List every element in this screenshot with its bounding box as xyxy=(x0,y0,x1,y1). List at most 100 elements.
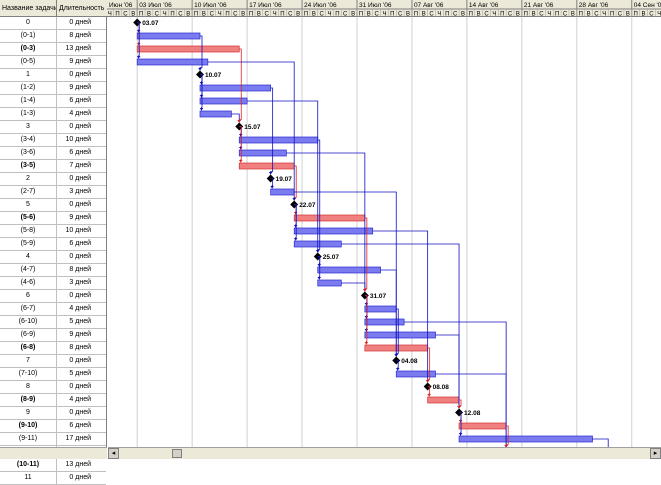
dependency-link xyxy=(435,334,460,409)
day-letter: С xyxy=(539,12,544,18)
table-row[interactable]: (10-11) 13 дней xyxy=(0,459,106,472)
link-arrowhead xyxy=(364,316,369,319)
milestone-date-label: 15.07 xyxy=(244,124,261,131)
table-row[interactable]: (0-5) 9 дней xyxy=(0,56,106,69)
week-label: 07 Авг '06 xyxy=(414,2,444,9)
task-duration-cell: 9 дней xyxy=(69,214,91,221)
week-label: 10 Июл '06 xyxy=(194,2,227,9)
table-row[interactable]: 5 0 дней xyxy=(0,199,106,212)
day-letter: П xyxy=(390,12,394,18)
chart-horizontal-scrollbar[interactable]: ◂ ▸ xyxy=(108,447,661,459)
task-name-cell: 5 xyxy=(0,199,57,212)
table-row[interactable]: 6 0 дней xyxy=(0,290,106,303)
table-row[interactable]: (9-10) 6 дней xyxy=(0,420,106,433)
link-arrowhead xyxy=(458,433,463,436)
task-name-cell: (3-5) xyxy=(0,160,57,173)
day-letter: В xyxy=(202,12,206,18)
task-name-cell: (1-4) xyxy=(0,95,57,108)
task-bar xyxy=(238,149,287,157)
table-row[interactable]: 7 0 дней xyxy=(0,355,106,368)
day-letter: Ч xyxy=(602,12,606,18)
link-arrowhead xyxy=(364,342,369,345)
task-duration-cell: 4 дней xyxy=(69,396,91,403)
table-row[interactable]: (8-9) 4 дней xyxy=(0,394,106,407)
task-name-cell: (1-3) xyxy=(0,108,57,121)
table-row[interactable]: (6-7) 4 дней xyxy=(0,303,106,316)
table-row[interactable]: (5-8) 10 дней xyxy=(0,225,106,238)
table-row[interactable]: (2-7) 3 дней xyxy=(0,186,106,199)
critical-task-bar xyxy=(427,396,460,404)
table-row[interactable]: 0 0 дней xyxy=(0,17,106,30)
table-row[interactable]: (3-5) 7 дней xyxy=(0,160,106,173)
table-row[interactable]: (1-2) 9 дней xyxy=(0,82,106,95)
table-row[interactable]: (5-6) 9 дней xyxy=(0,212,106,225)
day-letter: П xyxy=(280,12,284,18)
task-name-cell: (4-7) xyxy=(0,264,57,277)
table-row[interactable]: (3-4) 10 дней xyxy=(0,134,106,147)
task-duration-cell: 0 дней xyxy=(69,409,91,416)
table-row[interactable]: (3-6) 6 дней xyxy=(0,147,106,160)
table-row[interactable]: 2 0 дней xyxy=(0,173,106,186)
link-arrowhead xyxy=(317,264,322,267)
table-row[interactable]: 1 0 дней xyxy=(0,69,106,82)
column-header-duration[interactable]: Длительность xyxy=(57,0,107,17)
table-row[interactable]: (6-10) 5 дней xyxy=(0,316,106,329)
task-name-cell: 0 xyxy=(0,17,57,30)
table-row[interactable]: (5-9) 6 дней xyxy=(0,238,106,251)
table-row[interactable]: (9-11) 17 дней xyxy=(0,433,106,446)
task-bar xyxy=(199,110,232,118)
table-row[interactable]: (4-6) 3 дней xyxy=(0,277,106,290)
task-bar xyxy=(199,84,272,92)
task-bar xyxy=(270,188,295,196)
link-arrowhead xyxy=(293,225,298,228)
day-letter: П xyxy=(610,12,614,18)
dependency-link xyxy=(341,282,366,292)
table-row[interactable]: 8 0 дней xyxy=(0,381,106,394)
task-name-cell: (2-7) xyxy=(0,186,57,199)
task-duration-cell: 13 дней xyxy=(65,45,91,52)
table-row[interactable]: (0-1) 8 дней xyxy=(0,30,106,43)
critical-task-bar xyxy=(458,422,507,430)
scroll-right-arrow-icon[interactable]: ▸ xyxy=(650,448,661,459)
table-row[interactable]: (6-8) 8 дней xyxy=(0,342,106,355)
table-row[interactable]: 3 0 дней xyxy=(0,121,106,134)
link-arrowhead xyxy=(317,277,322,280)
dependency-link xyxy=(592,438,609,459)
task-name-cell: (1-2) xyxy=(0,82,57,95)
table-row[interactable]: (7-10) 5 дней xyxy=(0,368,106,381)
scroll-left-arrow-icon[interactable]: ◂ xyxy=(108,448,119,459)
table-row[interactable]: (4-7) 8 дней xyxy=(0,264,106,277)
day-letter: Ч xyxy=(328,12,332,18)
column-header-task-name[interactable]: Название задачи xyxy=(0,0,57,17)
day-letter: С xyxy=(265,12,270,18)
table-row[interactable]: 11 0 дней xyxy=(0,472,106,485)
week-label: 28 Авг '06 xyxy=(579,2,609,9)
table-row[interactable]: (1-4) 6 дней xyxy=(0,95,106,108)
scroll-thumb[interactable] xyxy=(172,449,182,458)
task-duration-cell: 6 дней xyxy=(69,240,91,247)
table-row[interactable]: (0-3) 13 дней xyxy=(0,43,106,56)
task-name-cell: (6-7) xyxy=(0,303,57,316)
week-label: 03 Июл '06 xyxy=(139,2,172,9)
table-horizontal-scrollbar[interactable] xyxy=(0,447,107,459)
day-letter: Ч xyxy=(163,12,167,18)
day-letter: В xyxy=(312,12,316,18)
table-row[interactable]: 9 0 дней xyxy=(0,407,106,420)
table-row[interactable]: 4 0 дней xyxy=(0,251,106,264)
day-letter: В xyxy=(131,12,135,18)
link-arrowhead xyxy=(293,238,298,241)
task-bar xyxy=(136,58,209,66)
day-letter: С xyxy=(429,12,434,18)
dependency-link xyxy=(286,152,366,292)
day-letter: Ч xyxy=(657,12,661,18)
link-arrowhead xyxy=(293,212,298,215)
task-name-cell: (7-10) xyxy=(0,368,57,381)
table-row[interactable]: (6-9) 9 дней xyxy=(0,329,106,342)
day-letter: П xyxy=(194,12,198,18)
day-letter: В xyxy=(532,12,536,18)
table-row[interactable]: (1-3) 4 дней xyxy=(0,108,106,121)
day-letter: В xyxy=(186,12,190,18)
week-label: 04 Сен '06 xyxy=(634,2,661,9)
critical-task-bar xyxy=(136,45,240,53)
task-name-cell: 4 xyxy=(0,251,57,264)
